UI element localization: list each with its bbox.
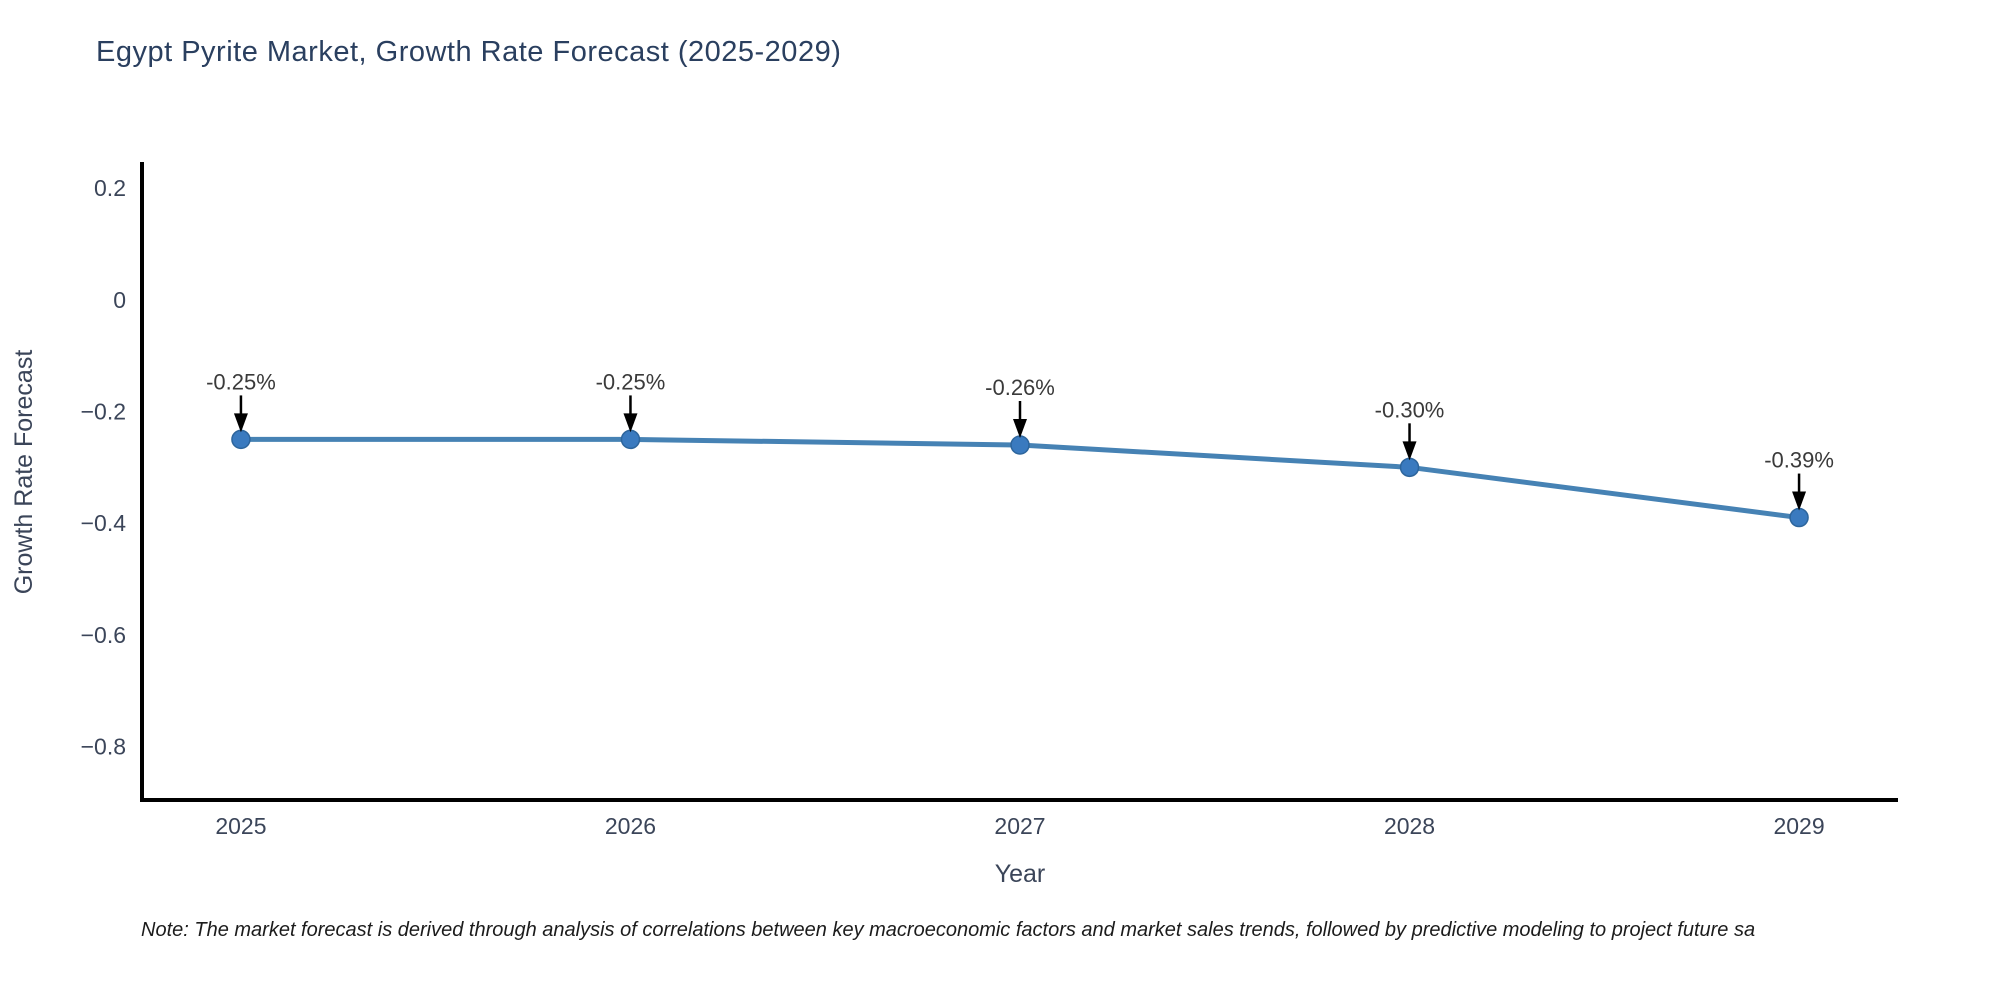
footnote: Note: The market forecast is derived thr… <box>141 919 1756 941</box>
annotation-label: -0.30% <box>1375 397 1445 422</box>
annotation-label: -0.39% <box>1764 448 1834 473</box>
x-axis-title: Year <box>995 860 1046 888</box>
x-tick-label: 2026 <box>605 813 656 839</box>
y-tick-label: 0.2 <box>94 175 126 201</box>
x-tick-label: 2029 <box>1773 813 1824 839</box>
annotation-arrowhead-icon <box>623 413 638 433</box>
y-tick-label: −0.4 <box>81 510 127 536</box>
data-point <box>231 429 251 450</box>
x-tick-label: 2027 <box>994 813 1045 839</box>
data-point <box>620 429 641 450</box>
annotation-arrowhead-icon <box>233 413 248 433</box>
annotation-label: -0.26% <box>985 375 1055 400</box>
chart-title: Egypt Pyrite Market, Growth Rate Forecas… <box>96 36 842 68</box>
y-tick-label: −0.2 <box>81 399 126 425</box>
x-tick-label: 2028 <box>1384 813 1435 839</box>
y-axis-title: Growth Rate Forecast <box>10 350 38 595</box>
y-tick-label: −0.6 <box>81 622 126 648</box>
data-point <box>1010 435 1030 455</box>
axis-spines <box>140 162 1898 802</box>
data-point <box>1399 457 1420 478</box>
annotation-arrowhead-icon <box>1792 491 1807 511</box>
x-tick-label: 2025 <box>215 813 266 839</box>
annotation-label: -0.25% <box>206 369 276 394</box>
annotation-label: -0.25% <box>596 369 666 394</box>
y-tick-label: −0.8 <box>81 733 126 759</box>
annotation-arrowhead-icon <box>1013 418 1027 438</box>
annotation-arrowhead-icon <box>1402 441 1417 461</box>
data-point <box>1789 507 1809 528</box>
y-tick-label: 0 <box>113 287 126 313</box>
